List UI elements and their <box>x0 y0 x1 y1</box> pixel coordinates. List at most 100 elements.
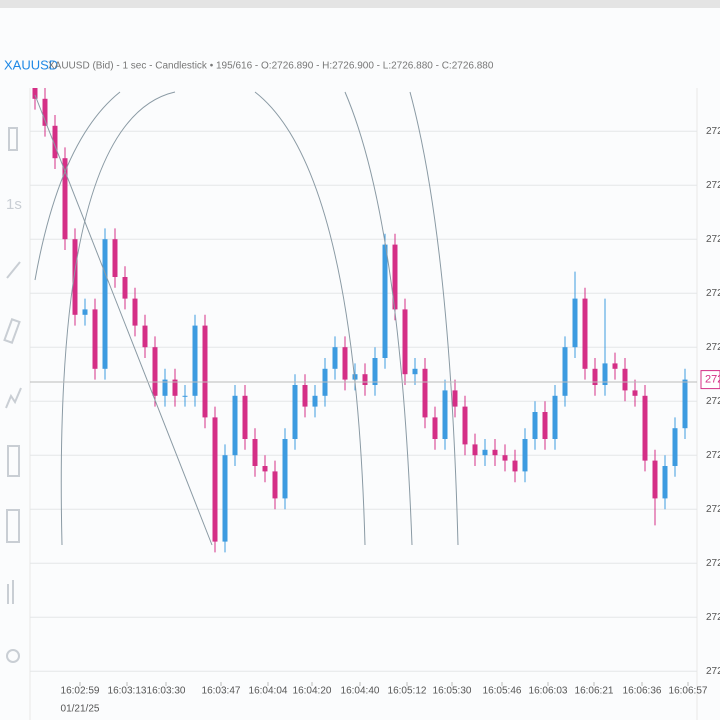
y-tick-label: 2726.8 <box>706 450 720 461</box>
candle-body <box>612 363 618 369</box>
x-tick-label: 16:05:12 <box>388 686 427 697</box>
plot: 2726.4 2726.5 2726.6 2726.7 2726.8 2726.9 2727… <box>30 88 720 715</box>
candle-body <box>582 298 588 369</box>
x-tick-label: 16:02:59 <box>61 686 100 697</box>
x-tick-label: 16:06:57 <box>669 686 708 697</box>
fib-arc[interactable] <box>60 91 176 546</box>
candle-body <box>52 125 58 159</box>
candle-body <box>62 158 68 240</box>
candle-body <box>462 406 468 445</box>
top-bar <box>0 0 720 8</box>
tool-delete[interactable] <box>7 445 20 477</box>
candle-body <box>472 444 478 456</box>
tool-settings[interactable] <box>6 649 20 663</box>
candle-body <box>392 244 398 310</box>
candle-body <box>682 379 688 429</box>
x-tick-label: 16:04:04 <box>249 686 288 697</box>
x-tick-label: 16:03:13 <box>108 686 147 697</box>
y-tick-label: 2727 <box>706 342 720 353</box>
x-tick-label: 16:06:03 <box>529 686 568 697</box>
candle-body <box>442 390 448 439</box>
x-tick-label: 16:06:36 <box>623 686 662 697</box>
tool-pen[interactable] <box>3 318 21 344</box>
x-tick-label: 16:03:47 <box>202 686 241 697</box>
date-label: 01/21/25 <box>61 704 100 715</box>
y-tick-label: 2726.6 <box>706 558 720 569</box>
candle-body <box>302 385 308 407</box>
candle-body <box>482 449 488 456</box>
candle-body <box>92 309 98 369</box>
candle-body <box>672 428 678 466</box>
candle-body <box>142 325 148 348</box>
candle-body <box>152 347 158 396</box>
x-tick-label: 16:04:20 <box>293 686 332 697</box>
trend-line[interactable] <box>34 94 213 546</box>
candle-body <box>282 439 288 499</box>
candle-body <box>432 417 438 439</box>
candle-body <box>32 88 38 99</box>
candle-body <box>242 395 248 439</box>
candle-body <box>102 239 108 369</box>
candle-body <box>632 390 638 396</box>
y-tick-label: 2726.5 <box>706 612 720 623</box>
candle-body <box>422 368 428 418</box>
candle-body <box>552 395 558 439</box>
candle-body <box>232 395 238 456</box>
candle-body <box>642 395 648 461</box>
x-tick-label: 16:05:30 <box>433 686 472 697</box>
fib-arc[interactable] <box>409 91 459 546</box>
candle-body <box>192 325 198 396</box>
candle-body <box>202 325 208 418</box>
candle-body <box>602 363 608 385</box>
candle-body <box>532 412 538 439</box>
chart-info: XAUUSD (Bid) - 1 sec - Candlestick • 195… <box>48 61 494 72</box>
candle-body <box>162 379 168 396</box>
candle-body <box>412 368 418 375</box>
chart-background <box>0 8 720 720</box>
fib-arc[interactable] <box>254 91 366 546</box>
candle-body <box>652 460 658 499</box>
candle-body <box>492 449 498 456</box>
candle-body <box>212 417 218 542</box>
candle-body <box>372 358 378 385</box>
candle-body <box>42 98 48 126</box>
candle-body <box>452 390 458 407</box>
candle-body <box>522 439 528 472</box>
fib-arc[interactable] <box>344 91 413 546</box>
last-price-label: 2726.94 <box>705 374 720 386</box>
tool-interval[interactable]: 1s <box>6 196 22 213</box>
candle-body <box>312 395 318 407</box>
candle-body <box>112 239 118 277</box>
candle-body <box>132 298 138 326</box>
candle-body <box>402 309 408 375</box>
candle-body <box>252 439 258 466</box>
candle-body <box>262 466 268 472</box>
toolbar: 1s <box>3 127 22 663</box>
candle-body <box>592 368 598 385</box>
y-tick-label: 2726.4 <box>706 666 720 677</box>
y-tick-label: 2727.1 <box>706 288 720 299</box>
y-tick-label: 2727.4 <box>706 126 720 137</box>
candle-body <box>352 374 358 380</box>
drawings <box>30 91 697 546</box>
candle-body <box>622 368 628 391</box>
y-tick-label: 2726.9 <box>706 396 720 407</box>
fib-arc[interactable] <box>34 91 121 281</box>
chart-title[interactable]: XAUUSD <box>4 57 58 72</box>
x-tick-label: 16:05:46 <box>483 686 522 697</box>
last-price-tag <box>700 370 720 390</box>
candle-body <box>662 466 668 499</box>
candle-body <box>82 309 88 315</box>
tool-patterns[interactable] <box>5 387 22 409</box>
x-tick-label: 16:03:30 <box>147 686 186 697</box>
candle-body <box>122 277 128 299</box>
candle-body <box>182 395 188 397</box>
tool-layout[interactable] <box>6 509 20 543</box>
tool-line[interactable] <box>6 261 21 279</box>
candle-body <box>502 455 508 461</box>
candle-body <box>512 460 518 472</box>
candle-body <box>382 244 388 358</box>
tool-chart-type[interactable] <box>8 127 18 151</box>
